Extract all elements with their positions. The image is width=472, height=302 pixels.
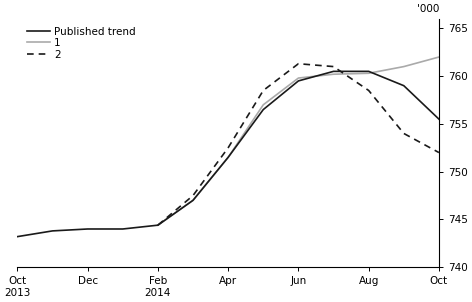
2 [225,146,231,149]
Published trend [155,223,160,227]
1 [366,72,371,75]
1 [401,65,407,68]
Published trend [15,235,20,239]
Published trend [120,227,126,231]
Legend: Published trend, 1, 2: Published trend, 1, 2 [27,27,135,59]
Line: 1: 1 [158,57,439,225]
Published trend [401,84,407,88]
1 [190,198,196,202]
2 [295,62,301,66]
1 [331,72,337,76]
2 [190,194,196,198]
Published trend [190,198,196,202]
Published trend [366,69,371,73]
2 [436,151,442,154]
1 [155,223,160,227]
Published trend [295,79,301,83]
Published trend [85,227,91,231]
Line: Published trend: Published trend [17,71,439,237]
Published trend [50,229,55,233]
1 [261,103,266,107]
2 [155,223,160,227]
Published trend [261,108,266,111]
2 [401,132,407,135]
2 [331,65,337,68]
2 [261,89,266,92]
1 [436,55,442,59]
Published trend [225,156,231,159]
Line: 2: 2 [158,64,439,225]
Published trend [331,69,337,73]
1 [225,156,231,159]
Published trend [436,117,442,121]
1 [295,76,301,80]
Text: '000: '000 [417,4,439,14]
2 [366,89,371,92]
